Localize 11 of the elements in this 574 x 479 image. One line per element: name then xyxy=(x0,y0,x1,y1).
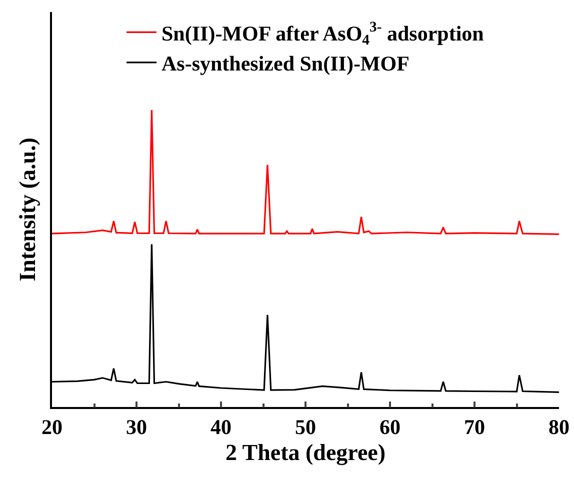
x-axis-title: 2 Theta (degree) xyxy=(225,440,386,466)
x-tick-label: 60 xyxy=(380,414,400,439)
y-axis-title: Intensity (a.u.) xyxy=(15,138,40,282)
x-tick-label: 30 xyxy=(126,414,147,439)
legend-label: As-synthesized Sn(II)-MOF xyxy=(162,52,410,76)
x-tick-label: 70 xyxy=(464,414,485,439)
x-tick-label: 50 xyxy=(295,414,316,439)
x-tick-label: 40 xyxy=(210,414,232,439)
x-tick-label: 20 xyxy=(42,414,62,439)
legend-label: Sn(II)-MOF after AsO$_{4}$$^{3-}$ adsorption xyxy=(162,20,484,49)
x-tick-label: 80 xyxy=(548,414,570,439)
